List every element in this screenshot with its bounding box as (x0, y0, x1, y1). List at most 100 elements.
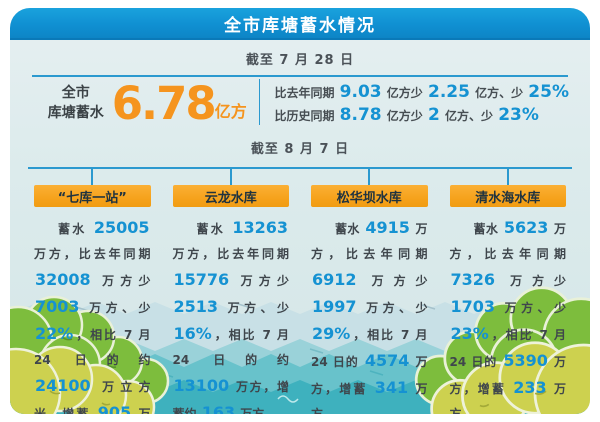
text-segment: 万方少 (91, 274, 151, 288)
stat-number: 2.25 (427, 81, 470, 102)
summary-subject: 全市 库塘蓄水 (48, 83, 104, 124)
comparison-history: 比历史同期 8.78 亿方少 2 亿方、少 23% (274, 105, 570, 125)
reservoir-name-badge: “七库一站” (34, 185, 151, 207)
text-segment: 万方，比去年同期 (449, 222, 567, 261)
text-segment: 万方，增蓄约 (172, 380, 290, 414)
stat-number: 7003 (35, 297, 80, 316)
text-segment: 亿方、少 (440, 108, 498, 123)
text-segment: 万方、少 (80, 301, 151, 315)
stat-number: 4574 (364, 351, 410, 370)
stat-number: 2513 (173, 297, 219, 316)
stat-number: 6912 (312, 270, 357, 289)
page-title: 全市库塘蓄水情况 (224, 15, 376, 36)
bush-cluster (10, 295, 170, 414)
summary-divider-line (32, 75, 568, 77)
text-segment: 万方少 (496, 274, 566, 288)
text-segment: 万立方米，增蓄 (34, 380, 151, 414)
summary-date-label: 截至 7 月 28 日 (245, 53, 355, 68)
text-segment: 蓄水 (473, 222, 503, 236)
reservoir-name-badge: 清水海水库 (449, 185, 566, 207)
text-segment: 万方、少 (496, 301, 566, 315)
stat-number: 13100 (173, 376, 230, 395)
text-segment: 万方。 (311, 382, 428, 414)
stat-number: 4915 (365, 218, 410, 237)
text-segment: ，相比 7 月 24 日的 (311, 328, 428, 369)
text-segment: 万方、少 (219, 301, 289, 315)
stat-number: 1997 (312, 297, 357, 316)
text-segment: 蓄水 (58, 222, 93, 236)
text-segment: 万方、少 (357, 301, 428, 315)
stat-number: 5390 (503, 351, 548, 370)
infographic-card: 全市库塘蓄水情况 截至 7 月 28 日 全市 库塘蓄水 6.78 亿方 比去年… (10, 8, 590, 414)
stat-number: 8.78 (339, 104, 382, 125)
text-segment: ，相比 7 月 24 日的 (449, 328, 567, 369)
stat-number: 23% (450, 324, 489, 343)
summary-value: 6.78 (111, 76, 217, 130)
reservoir-tree: “七库一站” 蓄水 25005 万方，比去年同期 32008 万方少 7003 … (10, 167, 590, 414)
water-and-trees-illustration (10, 286, 590, 414)
reservoir-column-yunlong: 云龙水库 蓄水 13263 万方，比去年同期 15776 万方少 2513 万方… (172, 169, 290, 414)
reservoir-stats-text: 蓄水 4915 万方，比去年同期 6912 万方少 1997 万方、少 29%，… (311, 215, 428, 414)
stat-number: 5623 (503, 218, 549, 237)
title-bar: 全市库塘蓄水情况 (10, 8, 590, 40)
comparison-last-year: 比去年同期 9.03 亿方少 2.25 亿方、少 25% (274, 82, 570, 102)
stat-number: 15776 (173, 270, 230, 289)
text-segment: 万方，增蓄 (311, 355, 428, 396)
stat-number: 9.03 (339, 81, 382, 102)
stat-number: 233 (513, 378, 547, 397)
stat-number: 25005 (93, 218, 150, 237)
text-segment: 万方少 (230, 274, 289, 288)
stat-number: 341 (374, 378, 409, 397)
stat-number: 16% (173, 324, 212, 343)
vertical-divider (258, 79, 261, 125)
text-segment: 万方。 (138, 407, 151, 414)
text-segment: 万方，比去年同期 (172, 247, 290, 261)
text-segment: 亿方少 (382, 85, 427, 100)
summary-unit: 亿方 (214, 101, 247, 121)
tree-connector-tick (368, 169, 371, 185)
text-segment: 万方，比去年同期 (311, 222, 428, 261)
summary-section: 全市 库塘蓄水 6.78 亿方 比去年同期 9.03 亿方少 2.25 亿方、少… (10, 77, 590, 129)
stat-number: 7326 (450, 270, 496, 289)
stat-number: 22% (35, 324, 74, 343)
reservoir-name-badge: 松华坝水库 (311, 185, 428, 207)
text-segment: ，相比 7 月 24 日的约 (172, 328, 290, 367)
tree-connector-tick (506, 169, 509, 185)
text-segment: 比去年同期 (274, 85, 339, 100)
stat-number: 24100 (35, 376, 91, 395)
text-segment: ，相比 7 月 24 日的约 (34, 328, 151, 367)
reservoir-stats-text: 蓄水 25005 万方，比去年同期 32008 万方少 7003 万方、少 22… (34, 215, 151, 414)
reservoir-name-badge: 云龙水库 (172, 185, 289, 207)
tree-connector-horizontal (28, 167, 572, 169)
summary-subject-line1: 全市 (61, 84, 90, 101)
detail-date-label: 截至 8 月 7 日 (250, 142, 350, 157)
text-segment: 蓄水 (335, 222, 365, 236)
tree-connector-tick (91, 169, 94, 185)
reservoir-stats-text: 蓄水 13263 万方，比去年同期 15776 万方少 2513 万方、少 16… (173, 215, 290, 414)
text-segment: 万方。 (449, 382, 567, 414)
stat-number: 29% (312, 324, 351, 343)
stat-number: 32008 (35, 270, 91, 289)
reservoir-column-qikuyizhan: “七库一站” 蓄水 25005 万方，比去年同期 32008 万方少 7003 … (34, 169, 151, 414)
stat-number: 25% (528, 81, 569, 102)
reservoir-stats-text: 蓄水 5623 万方，比去年同期 7326 万方少 1703 万方、少 23%，… (450, 215, 567, 414)
text-segment: 万方少 (357, 274, 428, 288)
text-segment: 万方，增蓄 (449, 355, 567, 396)
text-segment: 万方。 (236, 407, 277, 414)
summary-total: 全市 库塘蓄水 6.78 亿方 (30, 77, 259, 129)
text-segment: 比历史同期 (274, 108, 339, 123)
tree-connector-tick (229, 169, 232, 185)
reservoir-columns: “七库一站” 蓄水 25005 万方，比去年同期 32008 万方少 7003 … (10, 169, 590, 414)
summary-subject-line2: 库塘蓄水 (47, 105, 104, 121)
stat-number: 163 (201, 403, 236, 414)
stat-number: 2 (427, 104, 440, 125)
summary-value-group: 6.78 亿方 (112, 81, 247, 126)
stat-number: 13263 (232, 218, 288, 237)
text-segment: 亿方少 (382, 108, 427, 123)
summary-comparisons: 比去年同期 9.03 亿方少 2.25 亿方、少 25% 比历史同期 8.78 … (260, 77, 570, 129)
text-segment: 万方，比去年同期 (34, 247, 151, 261)
stat-number: 23% (498, 104, 539, 125)
reservoir-column-songhuaba: 松华坝水库 蓄水 4915 万方，比去年同期 6912 万方少 1997 万方、… (311, 169, 428, 414)
text-segment: 亿方、少 (470, 85, 528, 100)
stat-number: 1703 (450, 297, 496, 316)
